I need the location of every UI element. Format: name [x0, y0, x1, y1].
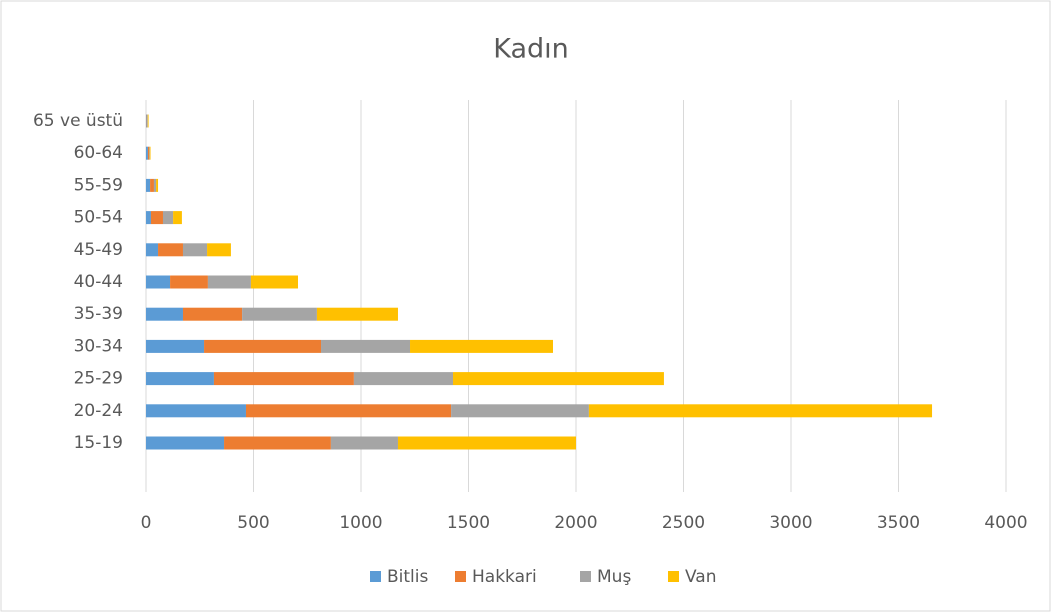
y-tick-label: 45-49: [74, 240, 123, 260]
bar-segment: [330, 436, 398, 450]
bar-segment: [316, 307, 398, 321]
legend-label: Hakkari: [472, 567, 537, 587]
bar-segment: [150, 211, 163, 225]
bar-segment: [147, 146, 150, 160]
bar-segment: [245, 404, 452, 418]
bar-segment: [182, 243, 208, 257]
y-tick-label: 40-44: [74, 272, 123, 292]
bar-segment: [149, 146, 150, 160]
legend-swatch: [455, 571, 466, 582]
y-tick-label: 35-39: [74, 304, 123, 324]
y-tick-label: 30-34: [74, 336, 123, 356]
legend-label: Van: [685, 567, 717, 587]
x-tick-label: 500: [237, 513, 269, 533]
y-tick-label: 25-29: [74, 369, 123, 389]
bar-segment: [182, 307, 243, 321]
bar-segment: [147, 114, 149, 128]
y-tick-label: 65 ve üstü: [33, 111, 123, 131]
y-tick-label: 50-54: [74, 208, 123, 228]
bar-segment: [250, 275, 299, 289]
x-tick-label: 1500: [447, 513, 490, 533]
bar-segment: [321, 339, 411, 353]
bar-segment: [207, 275, 251, 289]
bar-segment: [397, 436, 576, 450]
bar-segment: [146, 114, 147, 128]
bar-segment: [173, 211, 182, 225]
legend-swatch: [370, 571, 381, 582]
bar-segment: [224, 436, 331, 450]
bar-segment: [453, 372, 664, 386]
bar-segment: [146, 372, 214, 386]
bar-segment: [162, 211, 174, 225]
y-tick-label: 20-24: [74, 401, 123, 421]
bar-segment: [149, 146, 151, 160]
bar-segment: [146, 275, 171, 289]
x-tick-label: 1000: [339, 513, 382, 533]
legend-swatch: [668, 571, 679, 582]
bar-segment: [150, 178, 154, 192]
x-tick-label: 0: [141, 513, 152, 533]
chart-title: Kadın: [493, 34, 569, 65]
bar-segment: [146, 211, 151, 225]
bar-segment: [146, 146, 148, 160]
bar-segment: [146, 404, 246, 418]
bar-segment: [451, 404, 589, 418]
bar-segment: [207, 243, 231, 257]
bar-segment: [153, 178, 157, 192]
bar-segment: [156, 178, 159, 192]
bar-segment: [213, 372, 354, 386]
x-tick-label: 3500: [877, 513, 920, 533]
bar-segment: [147, 114, 148, 128]
bar-segment: [588, 404, 933, 418]
legend-label: Muş: [597, 567, 631, 587]
bar-segment: [410, 339, 553, 353]
x-tick-label: 4000: [984, 513, 1027, 533]
bar-segment: [146, 307, 183, 321]
bar-segment: [204, 339, 322, 353]
bar-segment: [146, 178, 151, 192]
x-tick-label: 3000: [769, 513, 812, 533]
bar-segment: [353, 372, 454, 386]
bar-segment: [146, 436, 225, 450]
legend-label: Bitlis: [387, 567, 428, 587]
y-tick-label: 55-59: [74, 175, 123, 195]
x-tick-label: 2500: [662, 513, 705, 533]
bar-segment: [146, 339, 205, 353]
legend-swatch: [580, 571, 591, 582]
bar-segment: [242, 307, 317, 321]
bar-segment: [158, 243, 183, 257]
y-tick-label: 60-64: [74, 143, 123, 163]
bar-segment: [170, 275, 208, 289]
y-tick-label: 15-19: [74, 433, 123, 453]
bar-segment: [146, 243, 159, 257]
x-tick-label: 2000: [554, 513, 597, 533]
